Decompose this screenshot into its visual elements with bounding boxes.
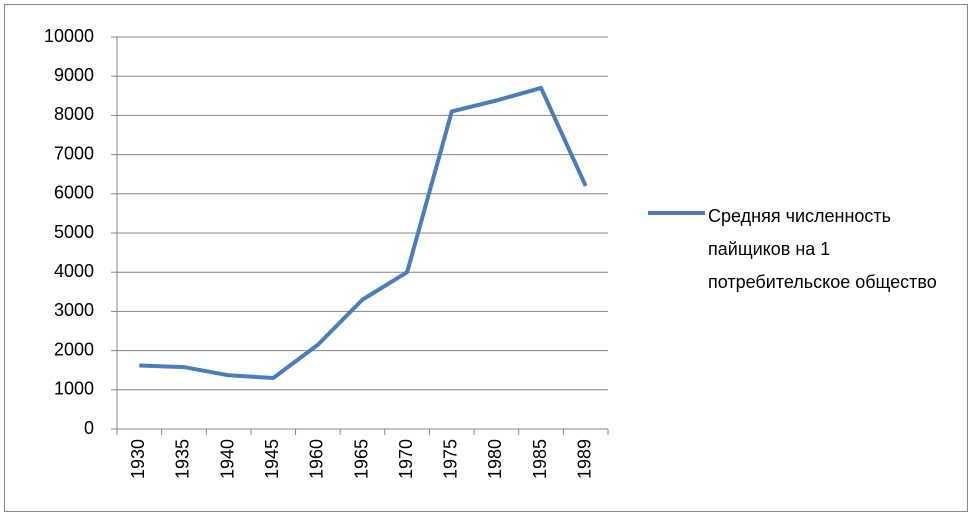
y-tick-label: 0 bbox=[84, 418, 94, 438]
y-tick-label: 7000 bbox=[54, 143, 94, 163]
y-tick-label: 6000 bbox=[54, 183, 94, 203]
y-tick-label: 8000 bbox=[54, 104, 94, 124]
x-tick-label: 1940 bbox=[217, 439, 237, 479]
x-tick-label: 1989 bbox=[574, 439, 594, 479]
y-tick-label: 3000 bbox=[54, 300, 94, 320]
x-tick-label: 1985 bbox=[530, 439, 550, 479]
y-tick-label: 4000 bbox=[54, 261, 94, 281]
legend-label: Средняя численность пайщиков на 1 потреб… bbox=[708, 206, 937, 292]
x-tick-label: 1935 bbox=[173, 439, 193, 479]
x-tick-label: 1970 bbox=[396, 439, 416, 479]
y-tick-label: 1000 bbox=[54, 379, 94, 399]
x-tick-label: 1975 bbox=[441, 439, 461, 479]
x-tick-label: 1945 bbox=[262, 439, 282, 479]
y-tick-label: 9000 bbox=[54, 65, 94, 85]
x-tick-label: 1930 bbox=[128, 439, 148, 479]
chart-border bbox=[4, 4, 968, 512]
x-tick-label: 1965 bbox=[351, 439, 371, 479]
x-tick-label: 1960 bbox=[307, 439, 327, 479]
y-tick-label: 10000 bbox=[44, 26, 94, 46]
y-tick-label: 5000 bbox=[54, 222, 94, 242]
y-tick-label: 2000 bbox=[54, 339, 94, 359]
x-tick-label: 1980 bbox=[485, 439, 505, 479]
data-line bbox=[139, 85, 588, 381]
